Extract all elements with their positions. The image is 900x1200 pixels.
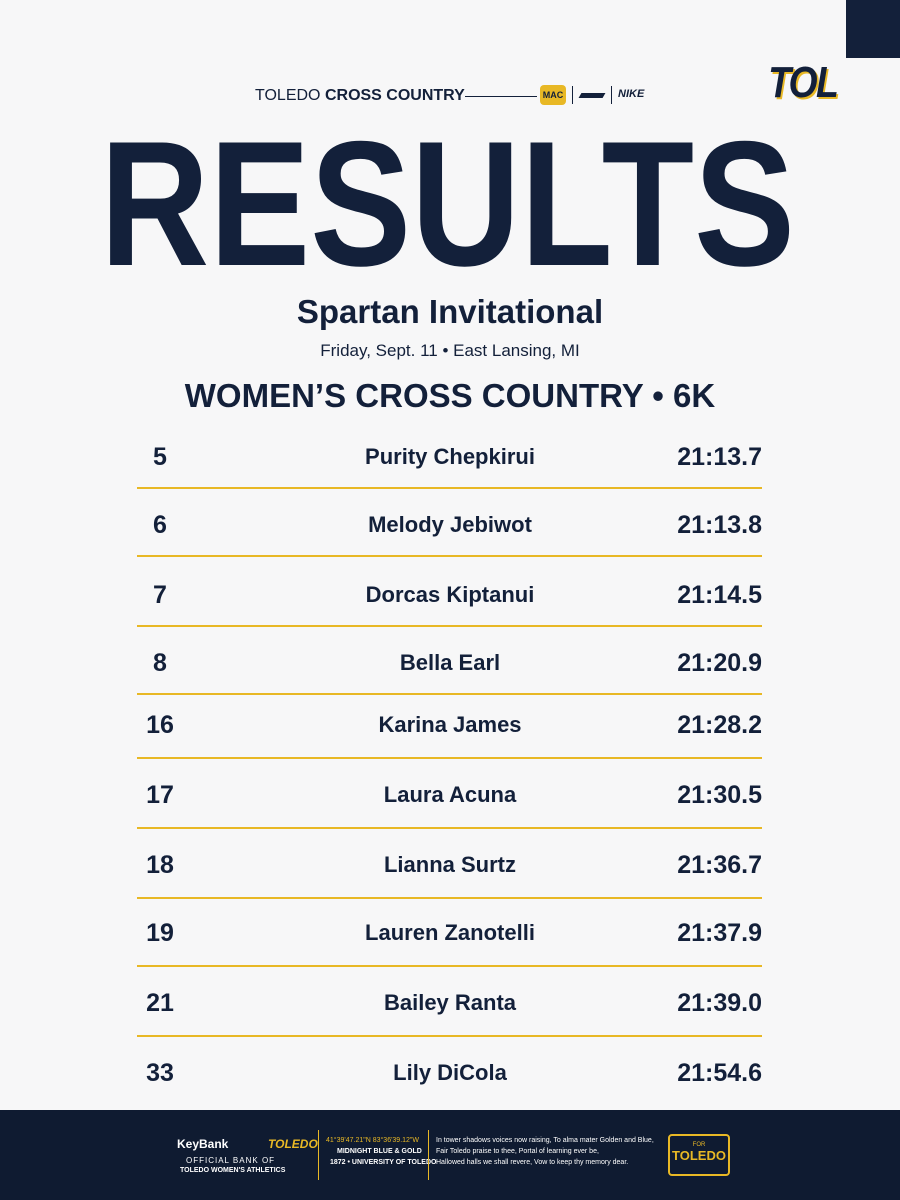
place: 18 xyxy=(146,851,174,879)
poem-line: Hallowed halls we shall revere, Vow to k… xyxy=(436,1159,629,1166)
row-divider xyxy=(137,555,762,557)
row-divider xyxy=(137,693,762,695)
badge-small: FOR xyxy=(692,1142,706,1148)
place: 8 xyxy=(153,649,167,677)
row-divider xyxy=(137,827,762,829)
athlete-name: Bailey Ranta xyxy=(383,990,517,1015)
time: 21:13.7 xyxy=(677,443,762,471)
time: 21:37.9 xyxy=(677,919,762,947)
event-details: Friday, Sept. 11 • East Lansing, MI xyxy=(320,341,580,360)
place: 5 xyxy=(153,443,167,471)
poem-line: Fair Toledo praise to thee, Portal of le… xyxy=(436,1148,599,1155)
place: 7 xyxy=(153,581,167,609)
badge-text: TOLEDO xyxy=(672,1148,726,1163)
row-divider xyxy=(137,1035,762,1037)
place: 6 xyxy=(153,511,167,539)
footer: KeyBank TOLEDO OFFICIAL BANK OF TOLEDO W… xyxy=(0,1110,900,1200)
athlete-name: Bella Earl xyxy=(399,650,501,675)
time: 21:13.8 xyxy=(677,511,762,539)
athlete-name: Laura Acuna xyxy=(383,782,517,807)
poem-line: In tower shadows voices now raising, To … xyxy=(436,1137,654,1144)
header-rule xyxy=(465,96,537,97)
tol-logo: TOL xyxy=(768,58,839,107)
corner-bar xyxy=(846,0,900,58)
athlete-name: Lily DiCola xyxy=(393,1060,507,1085)
row-divider xyxy=(137,965,762,967)
row-divider xyxy=(137,487,762,489)
mac-logo: MAC xyxy=(540,85,566,105)
time: 21:20.9 xyxy=(677,649,762,677)
divider xyxy=(318,1130,319,1180)
athlete-name: Dorcas Kiptanui xyxy=(365,582,535,607)
athlete-name: Lauren Zanotelli xyxy=(365,920,535,945)
divider xyxy=(611,86,612,104)
header-brand: TOLEDO CROSS COUNTRY xyxy=(255,87,465,105)
row-divider xyxy=(137,625,762,627)
bank-partner: TOLEDO xyxy=(268,1137,318,1151)
brand-bold: CROSS COUNTRY xyxy=(324,87,465,104)
time: 21:28.2 xyxy=(677,711,762,739)
time: 21:36.7 xyxy=(677,851,762,879)
founded: 1872 • UNIVERSITY OF TOLEDO xyxy=(330,1159,437,1166)
title: RESULTS xyxy=(100,120,795,280)
section-title: WOMEN’S CROSS COUNTRY • 6K xyxy=(184,377,716,414)
athlete-name: Karina James xyxy=(378,712,522,737)
colors: MIDNIGHT BLUE & GOLD xyxy=(337,1148,422,1155)
row-divider xyxy=(137,757,762,759)
place: 17 xyxy=(146,781,174,809)
coords: 41°39'47.21"N 83°36'39.12"W xyxy=(326,1137,420,1144)
athlete-name: Melody Jebiwot xyxy=(368,512,532,537)
place: 19 xyxy=(146,919,174,947)
bank: KeyBank xyxy=(177,1137,229,1151)
place: 16 xyxy=(146,711,174,739)
nike-logo: NIKE xyxy=(618,88,645,100)
rocket-logo xyxy=(578,93,606,98)
divider xyxy=(572,86,573,104)
place: 21 xyxy=(146,989,174,1017)
athlete-name: Lianna Surtz xyxy=(383,852,516,877)
event-name: Spartan Invitational xyxy=(296,293,604,330)
badge: FOR TOLEDO xyxy=(668,1134,730,1176)
title-svg: RESULTS xyxy=(100,120,795,280)
time: 21:14.5 xyxy=(677,581,762,609)
row-divider xyxy=(137,897,762,899)
time: 21:30.5 xyxy=(677,781,762,809)
divider xyxy=(428,1130,429,1180)
athlete-name: Purity Chepkirui xyxy=(365,444,535,469)
official-line: OFFICIAL BANK OF xyxy=(186,1156,276,1165)
time: 21:39.0 xyxy=(677,989,762,1017)
official-line: TOLEDO WOMEN'S ATHLETICS xyxy=(180,1167,286,1174)
time: 21:54.6 xyxy=(677,1059,762,1087)
place: 33 xyxy=(146,1059,174,1087)
brand-light: TOLEDO xyxy=(255,87,321,104)
